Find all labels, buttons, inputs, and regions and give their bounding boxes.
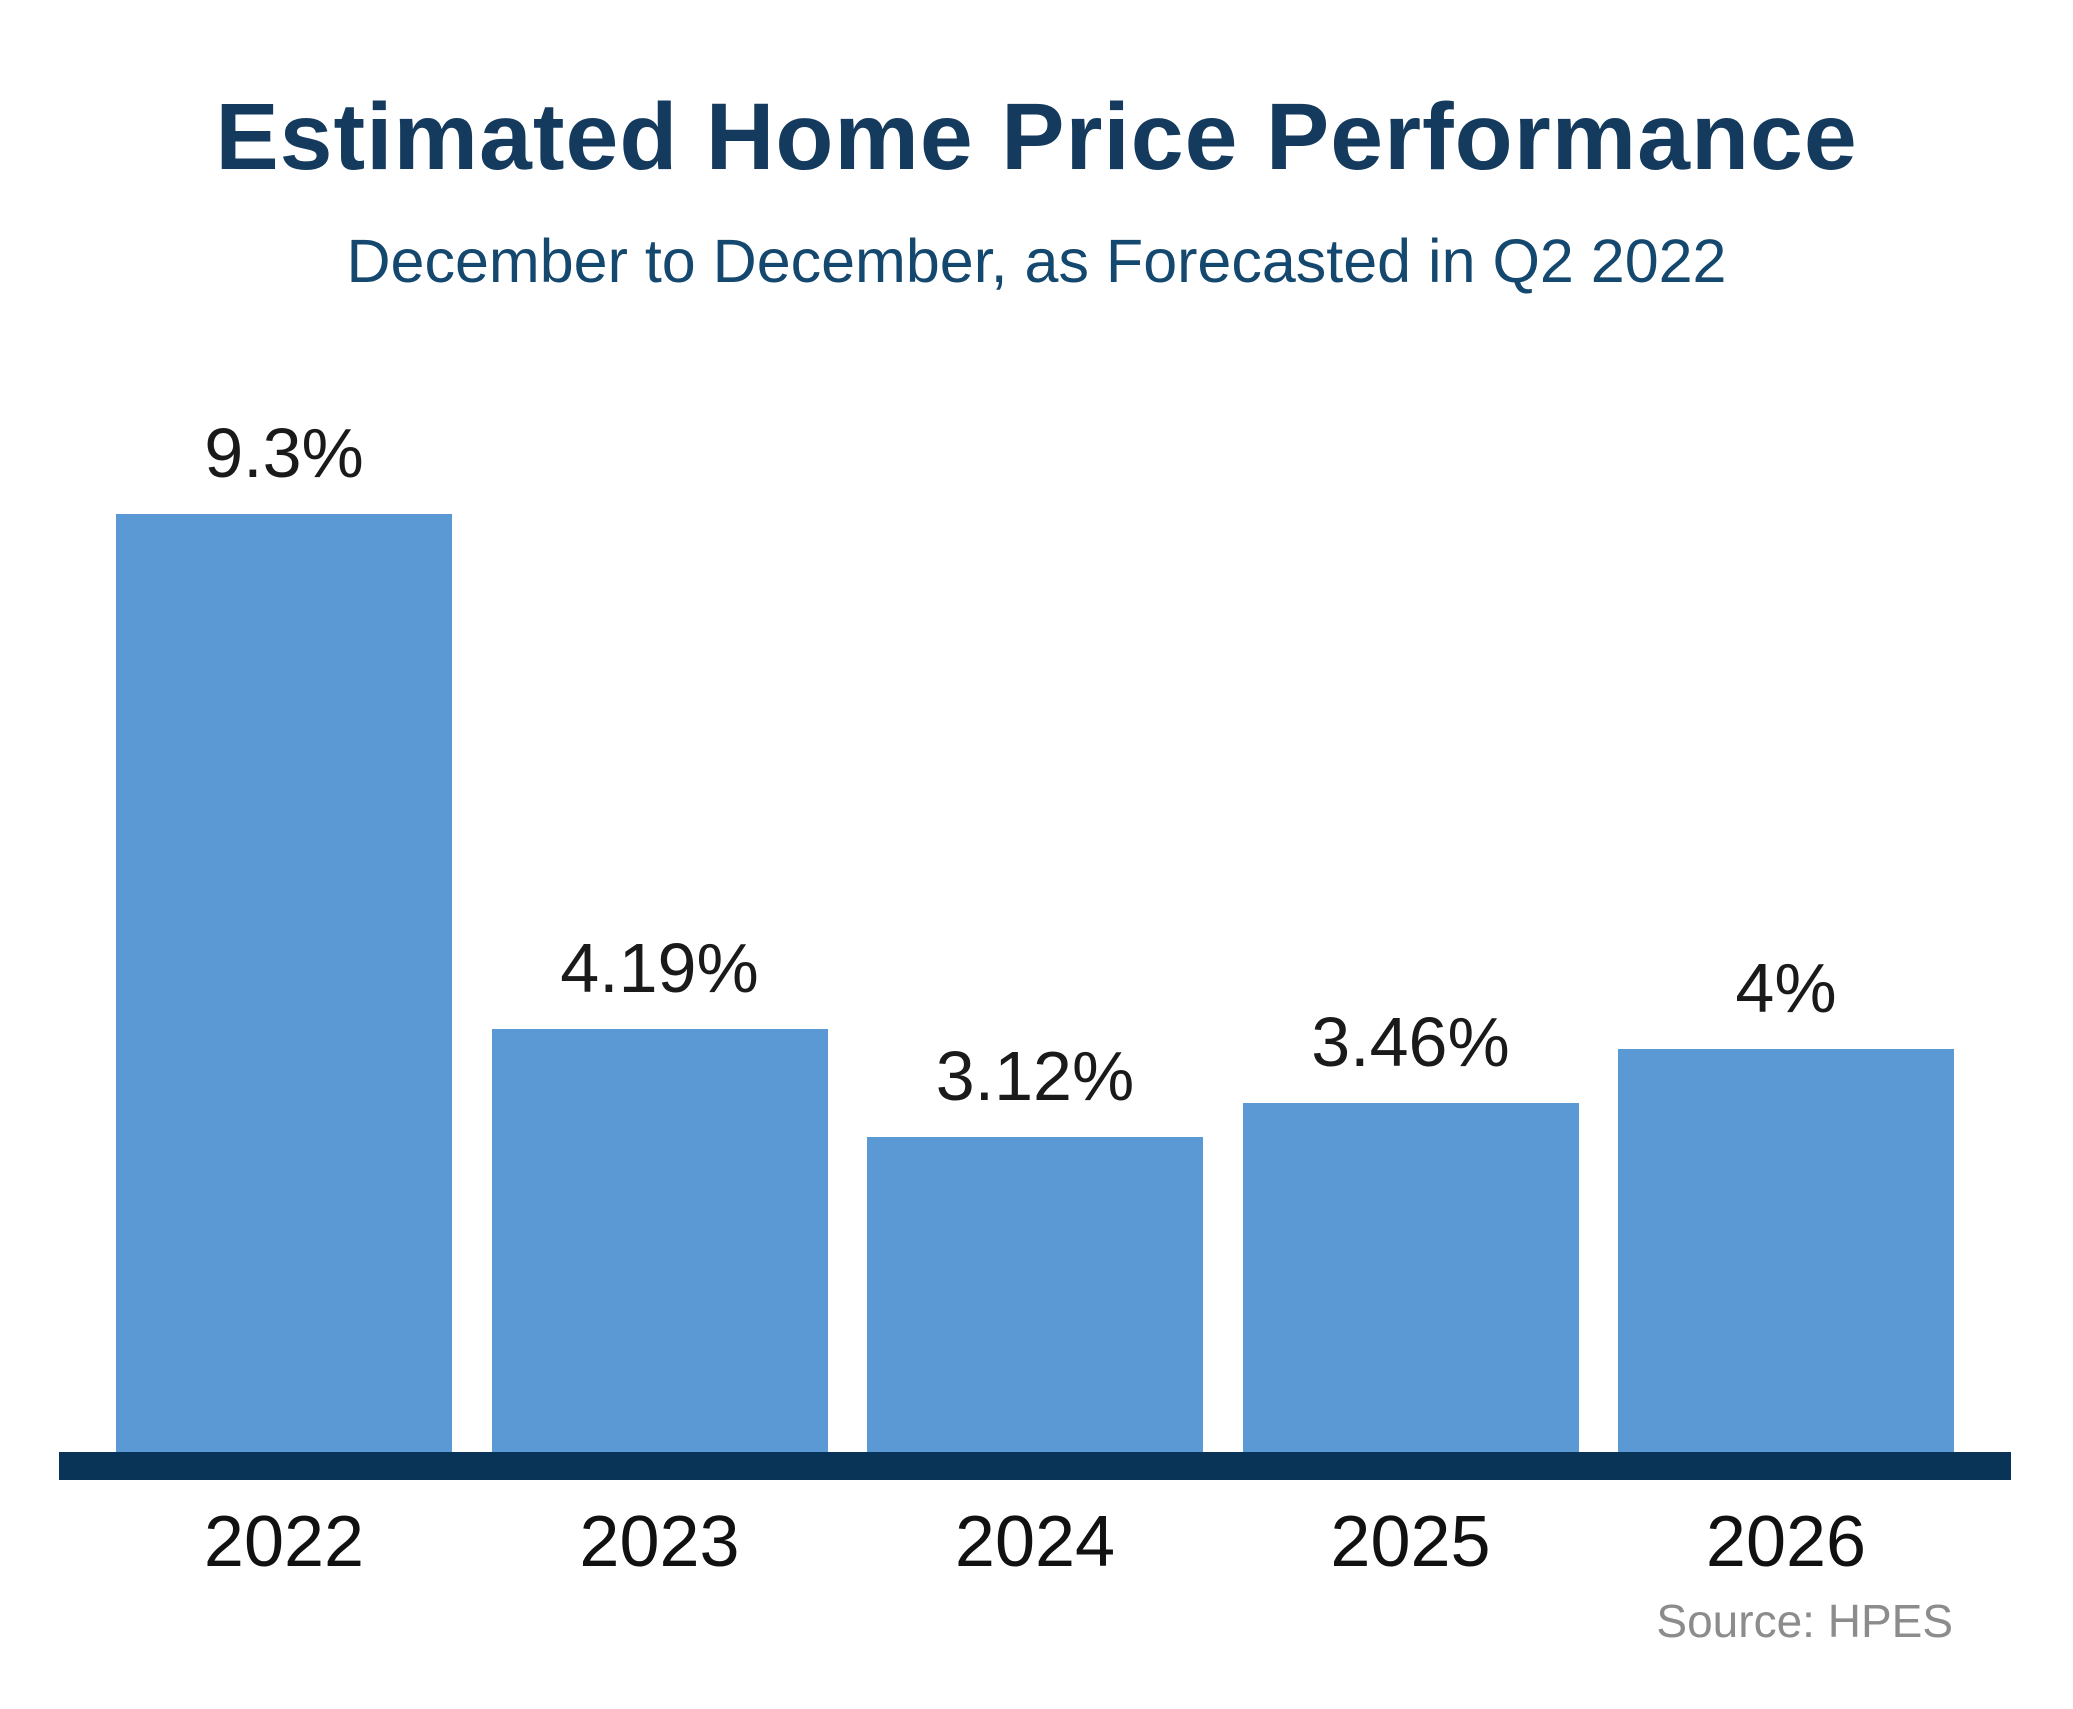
bar-group: 3.46% — [1242, 1003, 1579, 1452]
bar — [116, 514, 452, 1452]
x-axis-label: 2026 — [1705, 1502, 1867, 1582]
bar-value-label: 3.46% — [1311, 1003, 1510, 1081]
plot-area: 9.3% 4.19% 3.12% 3.46% 4% — [116, 418, 1954, 1452]
source-caption: Source: HPES — [1656, 1595, 1953, 1647]
x-axis-line — [59, 1452, 2011, 1480]
bar — [1242, 1103, 1579, 1452]
bar-value-label: 9.3% — [204, 414, 364, 492]
bar-value-label: 4% — [1735, 949, 1837, 1027]
chart-subtitle: December to December, as Forecasted in Q… — [346, 226, 1727, 295]
bar-group: 4% — [1618, 953, 1954, 1452]
x-axis-labels: 2022 2023 2024 2025 2026 — [116, 1506, 1954, 1578]
bar-group: 9.3% — [116, 418, 452, 1452]
bar-group: 4.19% — [491, 929, 828, 1452]
chart-title: Estimated Home Price Performance — [215, 84, 1858, 190]
bar-value-label: 3.12% — [935, 1037, 1135, 1115]
bar — [867, 1137, 1203, 1452]
x-axis-label: 2022 — [203, 1502, 365, 1582]
bar-value-label: 4.19% — [560, 929, 759, 1007]
x-axis-label: 2024 — [954, 1502, 1116, 1582]
bar-group: 3.12% — [867, 1041, 1203, 1452]
bar — [491, 1029, 828, 1452]
x-axis-label: 2023 — [579, 1502, 740, 1582]
bar — [1618, 1049, 1954, 1452]
x-axis-label: 2025 — [1330, 1502, 1491, 1582]
